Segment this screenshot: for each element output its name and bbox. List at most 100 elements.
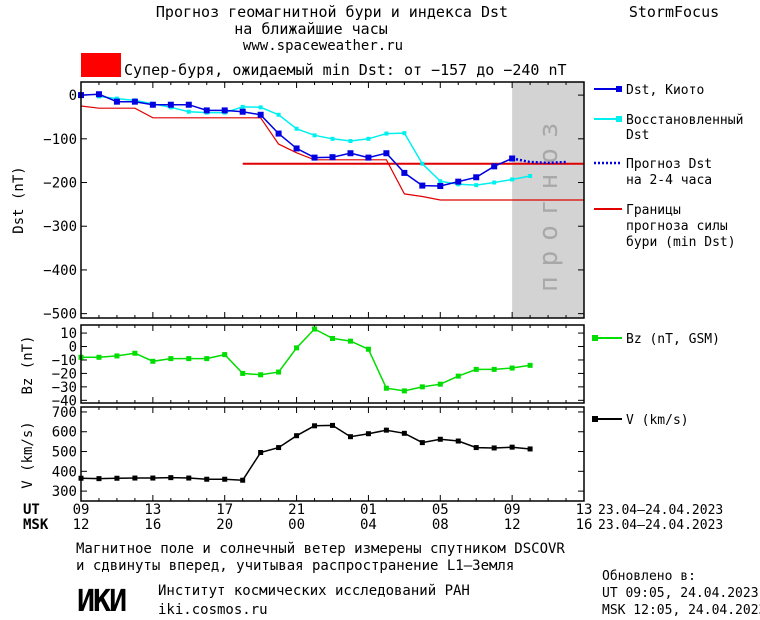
legend: Dst, Киото Восстановленный Dst Прогноз D…	[592, 83, 743, 428]
bz-point	[347, 338, 353, 344]
dst-bounds-lower-line	[80, 105, 584, 201]
dst-kyoto-point	[95, 91, 102, 98]
iki-logo: ИКИ	[77, 584, 126, 619]
updated-msk: MSK 12:05, 24.04.2023	[602, 603, 760, 618]
x-tick-label-msk: 20	[216, 517, 233, 533]
x-tick-label-msk: 08	[432, 517, 449, 533]
bz-point	[96, 354, 102, 360]
v-point	[383, 427, 389, 433]
updated-ut: UT 09:05, 24.04.2023	[602, 586, 759, 601]
dst-restored-point	[384, 131, 389, 136]
bz-series-group	[78, 326, 533, 394]
legend-label-bounds-2: прогноза силы	[626, 219, 728, 234]
forecast-zone-label: прогноз	[534, 112, 564, 292]
bz-point	[132, 350, 138, 356]
dst-kyoto-point	[473, 174, 480, 181]
x-tick-label-ut: 13	[144, 502, 161, 518]
dst-forecast-line	[511, 157, 567, 165]
v-point	[419, 440, 425, 446]
v-plot-frame	[80, 406, 585, 502]
y-tick-label: 500	[52, 445, 77, 461]
legend-marker-dst-restored	[616, 116, 622, 122]
dst-kyoto-point	[167, 101, 174, 108]
y-tick-label: 10	[60, 326, 77, 342]
measurement-note-line1: Магнитное поле и солнечный ветер измерен…	[76, 541, 565, 557]
x-tick-label-msk: 12	[73, 517, 90, 533]
bz-point	[294, 345, 300, 351]
y-tick-label: 400	[52, 464, 77, 480]
v-point	[473, 445, 479, 451]
bz-point	[258, 372, 264, 378]
bz-panel: 100−10−20−30−40 Bz (nT)	[20, 324, 585, 409]
y-tick-label: −200	[43, 176, 77, 192]
bz-point	[222, 352, 228, 358]
bz-point	[186, 356, 192, 362]
chart-title-line1: Прогноз геомагнитной бури и индекса Dst	[156, 3, 508, 21]
msk-axis-label: MSK	[23, 517, 49, 533]
ut-date-range: 23.04–24.04.2023	[598, 503, 723, 518]
dst-restored-point	[240, 104, 245, 109]
y-tick-label: −500	[43, 307, 77, 323]
dst-restored-point	[276, 112, 281, 117]
dst-restored-point	[492, 180, 497, 185]
y-tick-label: −100	[43, 132, 77, 148]
dst-kyoto-point	[401, 169, 408, 176]
v-point	[455, 438, 461, 444]
bz-point	[276, 369, 282, 375]
dst-kyoto-line	[80, 93, 513, 187]
x-tick-label-ut: 09	[73, 502, 90, 518]
v-point	[96, 476, 102, 482]
dst-restored-point	[528, 173, 533, 178]
bz-point	[419, 384, 425, 390]
dst-restored-point	[312, 133, 317, 138]
brand-name: StormFocus	[629, 3, 719, 21]
dst-kyoto-point	[149, 101, 156, 108]
y-tick-label: −300	[43, 219, 77, 235]
y-tick-label: −40	[52, 393, 77, 409]
legend-label-bz: Bz (nT, GSM)	[626, 332, 720, 347]
y-tick-label: 300	[52, 484, 77, 500]
bz-plot-frame	[80, 324, 585, 404]
v-line	[80, 424, 531, 481]
bz-point	[383, 385, 389, 391]
dst-restored-point	[114, 96, 119, 101]
legend-label-dst-forecast-2: на 2-4 часа	[626, 173, 712, 188]
dst-restored-point	[474, 183, 479, 188]
x-tick-label-msk: 12	[504, 517, 521, 533]
dst-series-group	[78, 91, 584, 201]
bz-point	[168, 356, 174, 362]
v-axis-ticks: 300 400 500 600 700	[52, 405, 585, 501]
legend-label-bounds-3: бури (min Dst)	[626, 235, 736, 250]
dst-restored-point	[366, 136, 371, 141]
storm-level-text: Супер-буря, ожидаемый min Dst: от −157 д…	[124, 61, 567, 79]
v-point	[330, 422, 335, 428]
dst-kyoto-point	[293, 145, 300, 152]
dst-kyoto-point	[131, 98, 138, 105]
x-tick-label-msk: 00	[288, 517, 305, 533]
dst-kyoto-point	[365, 154, 372, 161]
bz-axis-label: Bz (nT)	[20, 335, 36, 394]
dst-restored-point	[330, 136, 335, 141]
legend-marker-bz	[592, 335, 598, 341]
dst-kyoto-point	[491, 163, 498, 170]
y-tick-label: −20	[52, 366, 77, 382]
v-point	[186, 475, 192, 481]
v-point	[222, 476, 228, 482]
bz-point	[150, 358, 156, 364]
dst-kyoto-point	[419, 182, 426, 189]
dst-axis-label: Dst (nT)	[11, 166, 27, 233]
x-tick-label-msk: 16	[144, 517, 161, 533]
legend-label-bounds-1: Границы	[626, 203, 681, 218]
dst-restored-point	[294, 126, 299, 131]
bz-point	[455, 373, 461, 379]
x-tick-label-ut: 05	[432, 502, 449, 518]
v-point	[401, 430, 407, 436]
v-point	[491, 445, 497, 451]
y-tick-label: 0	[69, 88, 77, 104]
y-tick-label: 600	[52, 425, 77, 441]
x-tick-label-msk: 04	[360, 517, 377, 533]
v-series-group	[78, 422, 533, 483]
x-tick-label-ut: 21	[288, 502, 305, 518]
bz-point	[204, 356, 210, 362]
measurement-note-line2: и сдвинуты вперед, учитывая распростране…	[76, 558, 514, 574]
